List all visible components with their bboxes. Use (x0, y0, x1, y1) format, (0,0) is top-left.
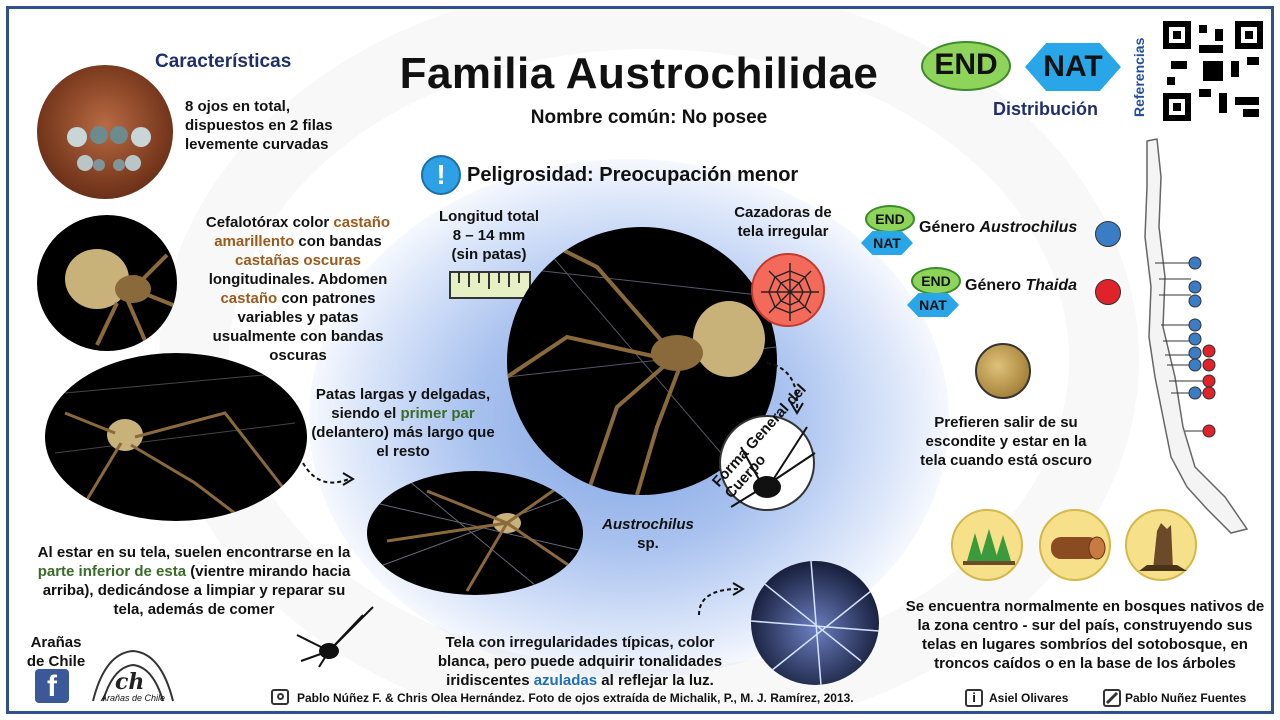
infographic-frame: Familia Austrochilidae Nombre común: No … (6, 6, 1274, 714)
habitat-text: Se encuentra normalmente en bosques nati… (905, 598, 1265, 672)
svg-text:ch: ch (115, 669, 144, 695)
info-credit: Asiel Olivares (989, 691, 1069, 705)
web-position-text-2: (vientre mirando hacia arriba), dedicánd… (42, 563, 351, 618)
log-icon (1039, 509, 1111, 581)
info-icon: i (965, 689, 983, 707)
common-name: Nombre común: No posee (530, 107, 768, 128)
thaida-dot (1095, 279, 1121, 305)
web-position-text-1: Al estar en su tela, suelen encontrarse … (37, 544, 351, 561)
brand-line1: Arañas (30, 634, 82, 651)
ruler-icon (449, 271, 531, 299)
web-position-text-color: parte inferior de esta (37, 563, 187, 580)
austrochilus-dot (1095, 221, 1121, 247)
genus2-name: Thaida (1025, 277, 1078, 294)
arrow-icon (302, 462, 355, 486)
genus1-end-badge: END (865, 205, 915, 233)
references-label: Referencias (1131, 37, 1147, 117)
genus2-end-badge: END (911, 267, 961, 295)
facebook-icon[interactable]: f (35, 669, 69, 703)
spider-legs-icon (54, 372, 297, 521)
forest-icon (951, 509, 1023, 581)
legs-text: Patas largas y delgadas, siendo el prime… (309, 385, 497, 461)
hunter-text: Cazadoras de tela irregular (734, 204, 832, 240)
main-photo (507, 227, 777, 495)
characteristics-heading: Características (155, 51, 292, 72)
eyes-text: 8 ojos en total, dispuestos en 2 filas l… (185, 98, 333, 153)
spider-dorsal-icon (367, 471, 583, 595)
length-text: Longitud total 8 – 14 mm (sin patas) (439, 208, 539, 263)
qr-code-icon[interactable] (1163, 21, 1263, 121)
page-title: Familia Austrochilidae (399, 49, 879, 98)
web-photo (751, 561, 879, 685)
legs-photo (45, 353, 307, 521)
dorsal-photo (367, 471, 583, 595)
body-text-color2: castañas oscuras (235, 252, 361, 269)
eyes-photo (37, 65, 173, 199)
species-genus: Austrochilus (602, 516, 694, 533)
web-description: Tela con irregularidades típicas, color … (421, 633, 739, 690)
logo-script: Arañas de Chile (100, 693, 166, 703)
genus1-prefix: Género (919, 219, 976, 236)
web-position-text: Al estar en su tela, suelen encontrarse … (27, 543, 361, 619)
danger-row: Peligrosidad: Preocupación menor (467, 164, 798, 187)
spider-eyes-icon (67, 126, 151, 171)
body-text-3: longitudinales. Abdomen (208, 271, 388, 288)
genus1-label: Género Austrochilus (919, 219, 1077, 237)
chile-map-icon (1144, 138, 1249, 534)
web-strands-icon (751, 561, 879, 685)
danger-label: Peligrosidad: (467, 164, 594, 186)
genus1-nat-badge: NAT (861, 231, 913, 255)
brand-line2: de Chile (26, 653, 86, 670)
brand-name: Arañas de Chile (21, 633, 91, 671)
arrow-icon-web (698, 582, 745, 616)
legs-text-1: Patas largas y delgadas, siendo el (315, 386, 491, 422)
night-text: Prefieren salir de su escondite y estar … (920, 414, 1092, 469)
camera-icon (271, 689, 289, 705)
alert-icon: ! (421, 155, 461, 195)
moon-icon (975, 343, 1031, 399)
web-icon (751, 253, 825, 327)
body-text-color3: castaño (220, 290, 278, 307)
body-text-4: con patrones variables y patas usualment… (212, 290, 384, 364)
body-text-1: Cefalotórax color (205, 214, 334, 231)
distribution-label: Distribución (993, 99, 1099, 119)
aranas-de-chile-logo: ch (92, 649, 174, 702)
danger-value: Preocupación menor (599, 164, 799, 186)
legs-text-color: primer par (400, 405, 475, 422)
arrow-down-icon (766, 362, 804, 415)
stump-icon (1125, 509, 1197, 581)
body-text-2: con bandas (294, 233, 382, 250)
web-description-2: al reflejar la luz. (597, 672, 714, 689)
photo-credit: Pablo Núñez F. & Chris Olea Hernández. F… (297, 691, 854, 705)
web-description-color: azuladas (533, 672, 598, 689)
spider-body-icon (65, 249, 174, 346)
genus2-prefix: Género (965, 277, 1022, 294)
art-credit: Pablo Nuñez Fuentes (1125, 691, 1247, 705)
nat-badge: NAT (1025, 43, 1121, 91)
species-sp: sp. (637, 535, 659, 552)
brush-icon (1103, 689, 1121, 707)
end-badge: END (921, 41, 1011, 91)
legs-text-2: (delantero) más largo que el resto (311, 424, 495, 460)
body-text: Cefalotórax color castaño amarillento co… (195, 213, 401, 365)
spider-main-icon (507, 227, 777, 495)
genus2-label: Género Thaida (965, 277, 1077, 295)
spider-silhouette-icon (296, 606, 374, 668)
species-label: Austrochilus sp. (593, 515, 703, 553)
body-text-color1: castaño amarillento (214, 214, 391, 250)
web-description-1: Tela con irregularidades típicas, color … (437, 634, 723, 689)
body-shape-icon (719, 415, 816, 511)
genus1-name: Austrochilus (979, 219, 1078, 236)
genus2-nat-badge: NAT (907, 293, 959, 317)
body-photo (37, 215, 177, 351)
